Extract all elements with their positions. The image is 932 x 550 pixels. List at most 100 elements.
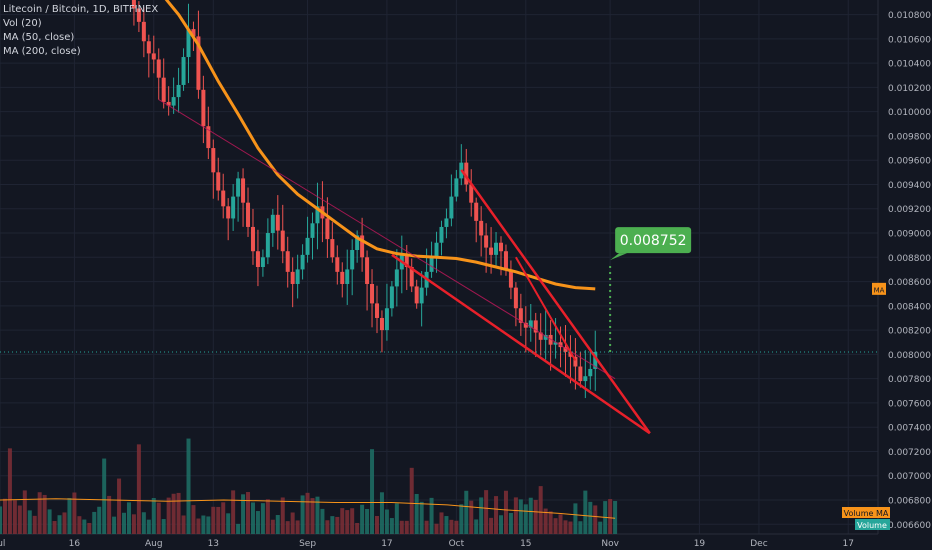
volume-bar <box>201 515 206 534</box>
volume-bar <box>454 520 459 534</box>
candle-body <box>300 254 305 270</box>
volume-bar <box>181 515 186 534</box>
candle-body <box>295 269 300 284</box>
volume-bar <box>355 522 360 534</box>
y-tick-label: 0.010000 <box>888 108 931 118</box>
volume-bar <box>389 518 394 534</box>
volume-bar <box>151 497 156 534</box>
volume-bar <box>37 492 42 534</box>
volume-bar <box>459 504 464 534</box>
candlestick-series <box>131 0 598 399</box>
volume-bar <box>394 503 399 534</box>
y-tick-label: 0.007600 <box>888 399 931 409</box>
wedge-inner-line <box>515 256 577 361</box>
candle-body <box>141 21 146 42</box>
x-tick-label: 17 <box>843 539 854 549</box>
candle-body <box>419 287 424 304</box>
volume-bar <box>171 493 176 534</box>
volume-bar <box>280 497 285 534</box>
volume-bar <box>22 490 27 534</box>
volume-bar <box>499 515 504 534</box>
volume-bar <box>613 500 618 534</box>
volume-bar <box>340 508 345 534</box>
y-tick-label: 0.006800 <box>888 497 931 507</box>
volume-bar <box>156 502 161 534</box>
x-tick-label: 13 <box>208 539 219 549</box>
volume-bar <box>538 486 543 534</box>
candle-body <box>484 235 489 248</box>
candle-body <box>325 218 330 240</box>
candle-body <box>533 320 538 333</box>
candle-body <box>528 320 533 328</box>
volume-bar <box>553 518 558 534</box>
candle-body <box>290 271 295 284</box>
time-axis[interactable]: Jul 16 Aug 13 Sep 17 Oct 15 Nov 19 Dec 17 <box>0 539 854 549</box>
candle-body <box>176 84 181 98</box>
candle-body <box>479 220 484 236</box>
volume-bar <box>548 511 553 534</box>
y-tick-label: 0.009200 <box>888 205 931 215</box>
volume-badge <box>855 519 890 530</box>
candle-body <box>434 242 439 258</box>
volume-bar <box>176 492 181 534</box>
volume-bar <box>345 510 350 534</box>
candle-body <box>449 196 454 219</box>
candle-body <box>543 334 548 340</box>
volume-bar <box>503 490 508 534</box>
volume-bar <box>424 520 429 534</box>
y-tick-label: 0.009000 <box>888 230 931 240</box>
candle-body <box>374 303 379 318</box>
y-tick-label: 0.008000 <box>888 351 931 361</box>
volume-bar <box>131 514 136 534</box>
volume-bar <box>374 515 379 534</box>
volume-bar <box>270 519 275 534</box>
candle-body <box>464 162 469 185</box>
x-tick-label: Oct <box>449 539 465 549</box>
volume-bar <box>588 501 593 534</box>
projection-badge-pointer <box>610 253 628 261</box>
y-tick-label: 0.007400 <box>888 424 931 434</box>
volume-bar <box>136 444 141 534</box>
indicator-ma-200[interactable]: MA (200, close) <box>3 46 81 57</box>
volume-bar <box>523 504 528 534</box>
y-tick-label: 0.010600 <box>888 35 931 45</box>
candle-body <box>250 226 255 252</box>
volume-bar <box>42 494 47 534</box>
x-tick-label: Aug <box>145 539 163 549</box>
candle-body <box>409 267 414 287</box>
volume-bar <box>12 500 17 534</box>
volume-bar <box>558 514 563 534</box>
volume-bar <box>479 497 484 534</box>
volume-bar <box>17 505 22 534</box>
volume-bar <box>419 501 424 534</box>
indicator-volume[interactable]: Vol (20) <box>3 18 42 29</box>
projection-value: 0.008752 <box>620 233 687 249</box>
candle-body <box>454 178 459 197</box>
volume-ma-label: Volume MA <box>844 509 889 518</box>
candle-body <box>489 247 494 255</box>
candle-body <box>171 97 176 106</box>
candle-body <box>246 202 251 227</box>
candle-body <box>255 251 260 267</box>
candle-body <box>340 271 345 284</box>
volume-bar <box>513 497 518 534</box>
candle-body <box>136 8 141 22</box>
candle-body <box>553 342 558 345</box>
ma-axis-badge <box>872 282 886 295</box>
candle-body <box>588 368 593 377</box>
price-axis[interactable]: 0.010800 0.010600 0.010400 0.010200 0.010000… <box>842 11 931 531</box>
volume-bar <box>62 512 67 534</box>
x-tick-label: 15 <box>520 539 531 549</box>
candle-body <box>389 286 394 309</box>
volume-bar <box>57 515 62 534</box>
volume-bar <box>494 496 499 534</box>
candle-body <box>181 57 186 85</box>
volume-bar <box>409 467 414 534</box>
indicator-ma-50[interactable]: MA (50, close) <box>3 32 75 43</box>
y-tick-label: 0.008800 <box>888 254 931 264</box>
volume-bar <box>117 478 122 534</box>
candle-body <box>439 226 444 243</box>
volume-bar <box>126 502 131 534</box>
